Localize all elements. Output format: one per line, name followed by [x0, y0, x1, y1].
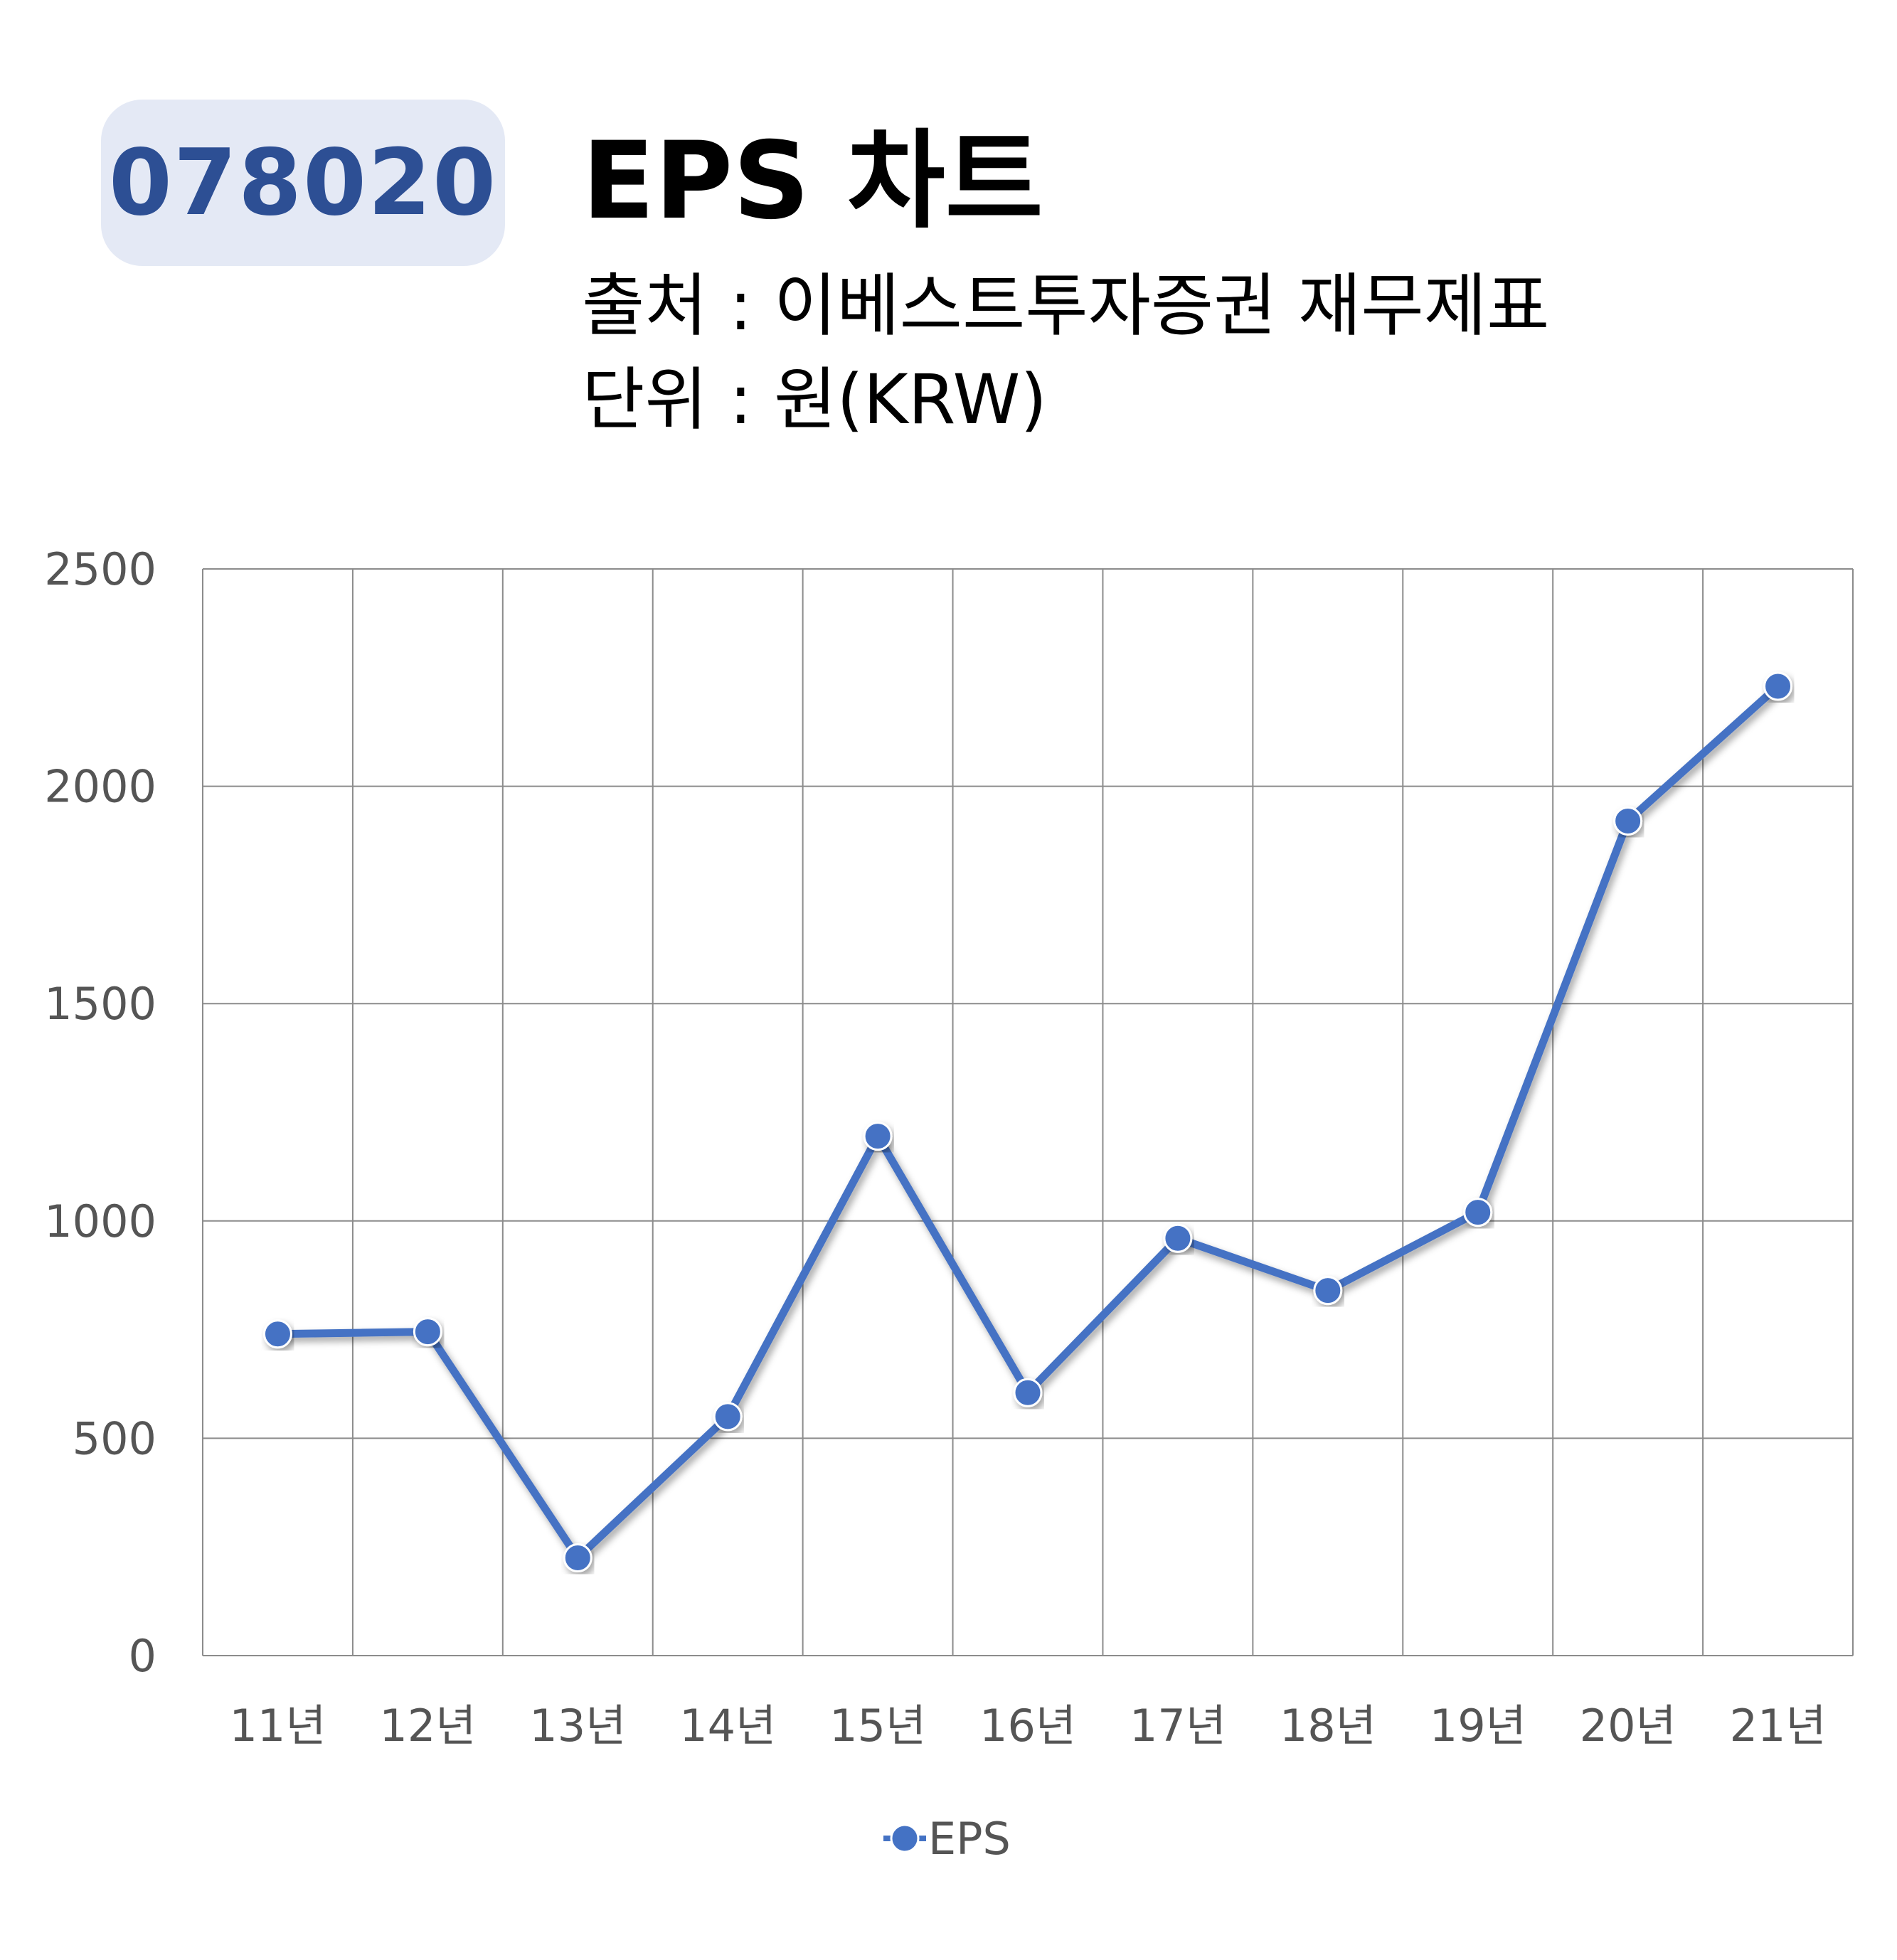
data-point — [1463, 1198, 1493, 1227]
data-point — [1763, 671, 1793, 701]
y-tick-label: 1000 — [44, 1195, 156, 1247]
data-point — [413, 1317, 442, 1347]
y-axis-ticks: 0 500 1000 1500 2000 2500 — [44, 543, 156, 1682]
series-eps — [262, 671, 1793, 1572]
legend-label: EPS — [928, 1813, 1011, 1865]
chart-title: EPS 차트 — [582, 119, 1043, 243]
x-axis-ticks: 11년 12년 13년 14년 15년 16년 17년 18년 19년 20년 21년 — [229, 1700, 1826, 1752]
x-tick-label: 14년 — [679, 1700, 776, 1752]
legend: EPS — [883, 1813, 1011, 1865]
x-tick-label: 15년 — [829, 1700, 926, 1752]
x-tick-label: 21년 — [1730, 1700, 1827, 1752]
unit-label: 단위 : 원(KRW) — [582, 360, 1047, 440]
x-tick-label: 11년 — [229, 1700, 326, 1752]
x-tick-label: 12년 — [379, 1700, 476, 1752]
y-tick-label: 1500 — [44, 978, 156, 1030]
data-point — [563, 1543, 593, 1572]
y-tick-label: 500 — [73, 1412, 156, 1464]
x-tick-label: 20년 — [1580, 1700, 1677, 1752]
stock-code-badge: 078020 — [101, 100, 505, 266]
x-tick-label: 17년 — [1130, 1700, 1226, 1752]
x-tick-label: 16년 — [979, 1700, 1076, 1752]
x-tick-label: 19년 — [1430, 1700, 1526, 1752]
data-point — [863, 1122, 893, 1151]
legend-marker — [890, 1823, 920, 1853]
data-point — [713, 1402, 743, 1432]
chart-grid — [202, 568, 1854, 1656]
data-point — [1163, 1223, 1193, 1253]
y-tick-label: 2500 — [44, 543, 156, 595]
data-point — [262, 1319, 292, 1349]
data-point — [1613, 806, 1643, 836]
x-tick-label: 13년 — [529, 1700, 626, 1752]
x-tick-label: 18년 — [1280, 1700, 1376, 1752]
y-tick-label: 0 — [129, 1630, 156, 1682]
data-point — [1313, 1276, 1343, 1306]
source-label: 출처 : 이베스트투자증권 재무제표 — [582, 266, 1550, 346]
y-tick-label: 2000 — [44, 761, 156, 813]
data-point — [1013, 1378, 1043, 1407]
